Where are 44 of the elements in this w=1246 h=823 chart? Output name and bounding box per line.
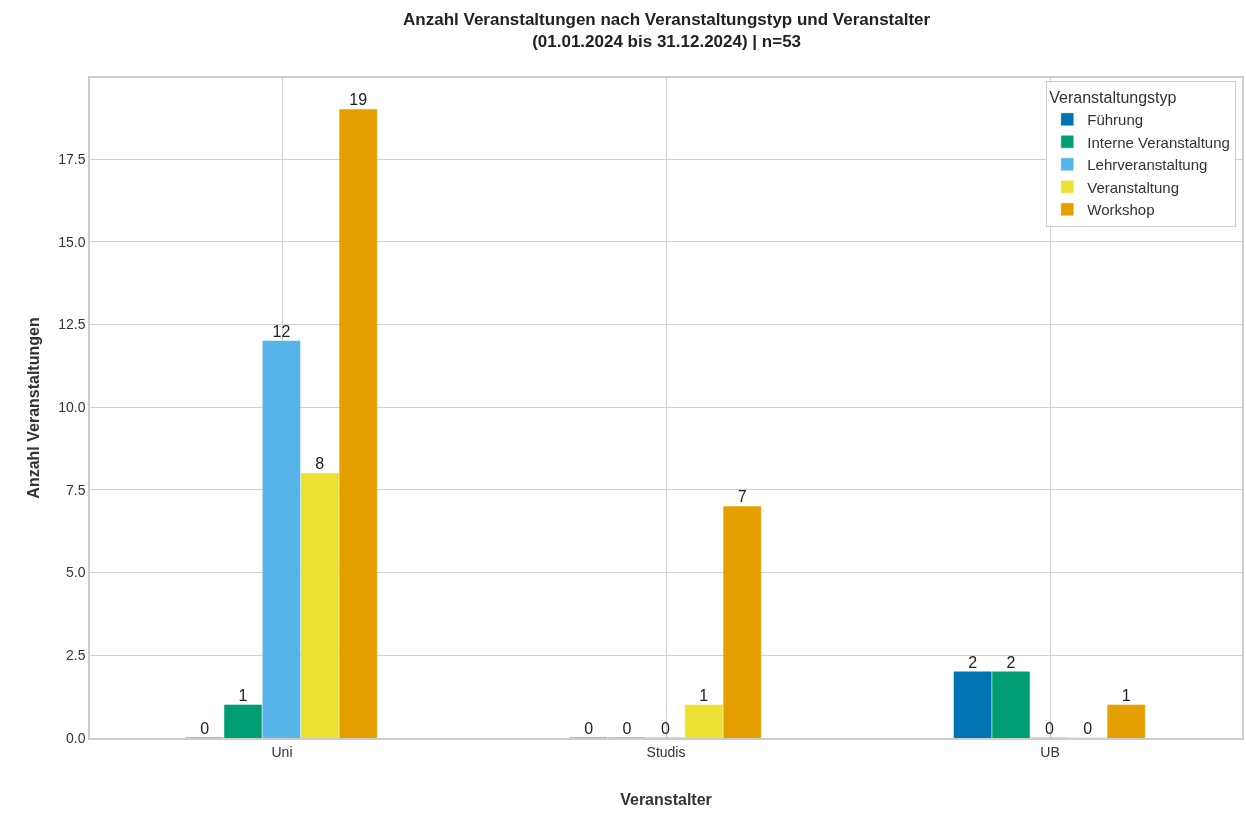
y-tick-label: 0.0: [65, 729, 86, 746]
legend-label: Führung: [1087, 111, 1144, 129]
bar: [300, 473, 339, 738]
data-label: 1: [1121, 686, 1131, 704]
y-tick-label: 7.5: [65, 481, 86, 498]
legend-label: Veranstaltung: [1087, 178, 1179, 196]
bar: [224, 704, 262, 738]
y-tick-label: 17.5: [58, 150, 86, 167]
y-tick-label: 5.0: [65, 564, 86, 581]
legend-title: Veranstaltungstyp: [1049, 89, 1177, 107]
data-label: 8: [315, 455, 325, 473]
data-label: 0: [1044, 720, 1054, 737]
data-label: 19: [349, 91, 368, 109]
bar: [953, 671, 992, 738]
data-label: 1: [238, 686, 248, 704]
y-tick-label: 12.5: [58, 316, 86, 333]
bar: [339, 109, 378, 738]
x-axis-title: Veranstalter: [620, 790, 712, 808]
bar: [992, 671, 1030, 738]
data-label: 2: [968, 653, 978, 671]
bar: [1107, 704, 1146, 738]
bar: [723, 506, 762, 738]
bar: [684, 704, 723, 738]
data-label: 0: [1083, 720, 1093, 737]
y-axis-title: Anzahl Veranstaltungen: [24, 317, 42, 499]
bar: [262, 340, 301, 738]
data-label: 12: [272, 323, 291, 341]
chart-title: Anzahl Veranstaltungen nach Veranstaltungstyp und Veranstalter (01.01.2024 bis 31.12.2024) | n=53: [403, 9, 931, 51]
data-label: 0: [660, 720, 670, 737]
legend-label: Interne Veranstaltung: [1087, 133, 1230, 151]
x-tick-label: Uni: [271, 743, 293, 760]
legend-label: Workshop: [1087, 201, 1155, 219]
data-label: 1: [699, 686, 709, 704]
y-tick-label: 10.0: [58, 399, 86, 416]
x-tick-label: UB: [1040, 743, 1060, 760]
y-tick-label: 2.5: [65, 647, 86, 664]
data-label: 0: [622, 720, 632, 737]
data-label: 0: [584, 720, 594, 737]
data-label: 0: [200, 720, 210, 737]
x-tick-label: Studis: [646, 743, 686, 760]
data-label: 7: [737, 488, 747, 506]
legend-label: Lehrveranstaltung: [1087, 156, 1208, 174]
y-tick-label: 15.0: [58, 233, 86, 250]
data-label: 2: [1006, 653, 1016, 671]
